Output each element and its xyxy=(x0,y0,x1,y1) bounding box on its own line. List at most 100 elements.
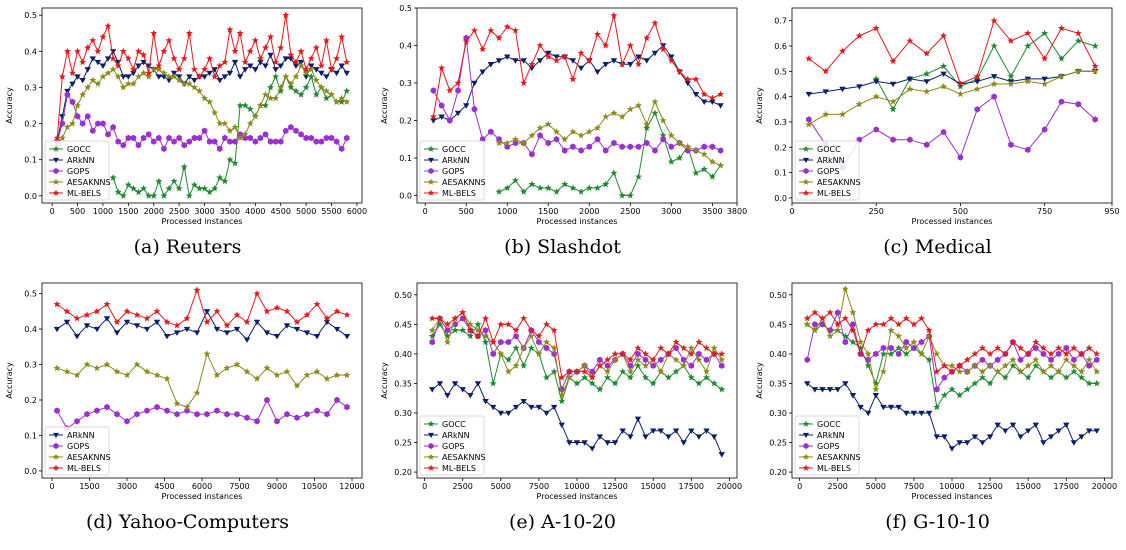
data-point-arknn xyxy=(160,74,168,80)
x-tick-label: 7500 xyxy=(229,482,249,491)
data-point-ml-bels xyxy=(619,350,627,357)
series-line-aesaknns xyxy=(56,64,348,146)
y-tick-label: 0.5 xyxy=(24,290,37,299)
data-point-ml-bels xyxy=(135,47,143,55)
data-point-arknn xyxy=(709,99,716,105)
data-point-aesaknns xyxy=(119,83,127,91)
x-tick-label: 1000 xyxy=(93,207,113,216)
data-point-gocc xyxy=(1070,367,1078,375)
data-point-ml-bels xyxy=(1001,350,1009,357)
data-point-gops xyxy=(54,407,60,414)
data-point-gocc xyxy=(145,192,153,199)
data-point-gops xyxy=(703,356,710,364)
data-point-arknn xyxy=(430,118,437,124)
data-point-arknn xyxy=(454,110,462,117)
data-point-gocc xyxy=(672,367,680,375)
data-point-aesaknns xyxy=(140,69,148,76)
data-point-gocc xyxy=(940,391,948,399)
data-point-gops xyxy=(496,136,502,143)
data-point-gops xyxy=(304,410,310,418)
data-point-gocc xyxy=(1057,54,1065,62)
data-point-ml-bels xyxy=(185,29,193,37)
data-point-ml-bels xyxy=(1062,350,1070,357)
data-point-ml-bels xyxy=(544,53,552,60)
data-point-aesaknns xyxy=(58,134,66,141)
data-point-gops xyxy=(895,350,902,358)
data-point-arknn xyxy=(505,410,512,417)
data-point-gops xyxy=(257,134,264,142)
data-point-gops xyxy=(262,131,269,138)
data-point-gops xyxy=(161,145,167,153)
data-point-arknn xyxy=(596,434,604,440)
data-point-aesaknns xyxy=(338,94,346,102)
data-point-aesaknns xyxy=(104,69,112,76)
data-point-ml-bels xyxy=(973,72,981,80)
data-point-aesaknns xyxy=(150,65,158,73)
x-tick-label: 3500 xyxy=(702,207,722,216)
data-point-ml-bels xyxy=(253,289,261,297)
data-point-ml-bels xyxy=(293,318,301,325)
data-point-aesaknns xyxy=(482,332,490,340)
data-point-arknn xyxy=(941,434,948,440)
y-tick-label: 0.45 xyxy=(769,320,787,329)
data-point-ml-bels xyxy=(552,56,560,64)
y-tick-label: 0.25 xyxy=(394,439,412,448)
data-point-arknn xyxy=(512,404,520,411)
data-point-arknn xyxy=(130,70,137,77)
data-point-arknn xyxy=(971,434,979,440)
data-point-gocc xyxy=(710,379,718,387)
data-point-ml-bels xyxy=(145,69,153,76)
chart-a-10-20: 0 2500 5000 7500 10000 12500 15000 17500 20000 0.… xyxy=(380,282,742,501)
x-tick-label: 1500 xyxy=(118,207,138,216)
data-point-aesaknns xyxy=(956,90,964,98)
data-point-gocc xyxy=(474,320,482,328)
data-point-arknn xyxy=(688,428,695,434)
data-point-gops xyxy=(543,344,550,352)
data-point-aesaknns xyxy=(203,350,211,357)
data-point-gops xyxy=(100,120,106,127)
data-point-arknn xyxy=(602,62,609,68)
data-point-arknn xyxy=(569,58,577,64)
data-point-ml-bels xyxy=(703,344,711,351)
data-point-ml-bels xyxy=(74,47,82,55)
data-point-gocc xyxy=(552,188,560,195)
data-point-gocc xyxy=(155,177,163,185)
data-point-ml-bels xyxy=(94,47,102,55)
data-point-aesaknns xyxy=(703,367,711,375)
data-point-gocc xyxy=(482,338,490,346)
data-point-gops xyxy=(717,147,724,154)
data-point-aesaknns xyxy=(978,367,986,375)
data-point-arknn xyxy=(895,404,902,411)
data-point-arknn xyxy=(819,387,826,393)
data-point-gops xyxy=(940,128,947,136)
data-point-gocc xyxy=(1007,72,1015,80)
data-point-ml-bels xyxy=(940,362,948,369)
data-point-arknn xyxy=(573,440,581,446)
data-point-gops xyxy=(211,138,218,145)
data-point-arknn xyxy=(343,333,351,340)
data-point-arknn xyxy=(887,404,895,411)
legend-box xyxy=(44,140,110,201)
data-point-ml-bels xyxy=(643,34,651,41)
data-point-aesaknns xyxy=(277,83,285,91)
data-point-gocc xyxy=(520,362,528,369)
data-point-aesaknns xyxy=(811,326,819,334)
data-point-gops xyxy=(79,120,86,127)
legend: GOCC ARkNN GOPS AESAKNNS ML-BELS xyxy=(794,415,861,476)
data-point-gops xyxy=(232,138,238,145)
data-point-aesaknns xyxy=(552,128,560,135)
data-point-ml-bels xyxy=(251,36,259,44)
data-point-arknn xyxy=(543,410,550,417)
y-tick-label: 0.50 xyxy=(394,291,412,300)
data-point-gocc xyxy=(451,326,459,334)
series-line-aesaknns xyxy=(499,100,721,166)
data-point-arknn xyxy=(703,428,710,434)
data-point-gocc xyxy=(642,373,650,381)
data-point-arknn xyxy=(63,319,71,326)
data-point-aesaknns xyxy=(948,362,956,369)
data-point-ml-bels xyxy=(610,11,618,19)
data-point-aesaknns xyxy=(503,139,511,146)
data-point-aesaknns xyxy=(253,375,261,382)
data-point-ml-bels xyxy=(527,326,535,334)
data-point-arknn xyxy=(135,63,142,69)
